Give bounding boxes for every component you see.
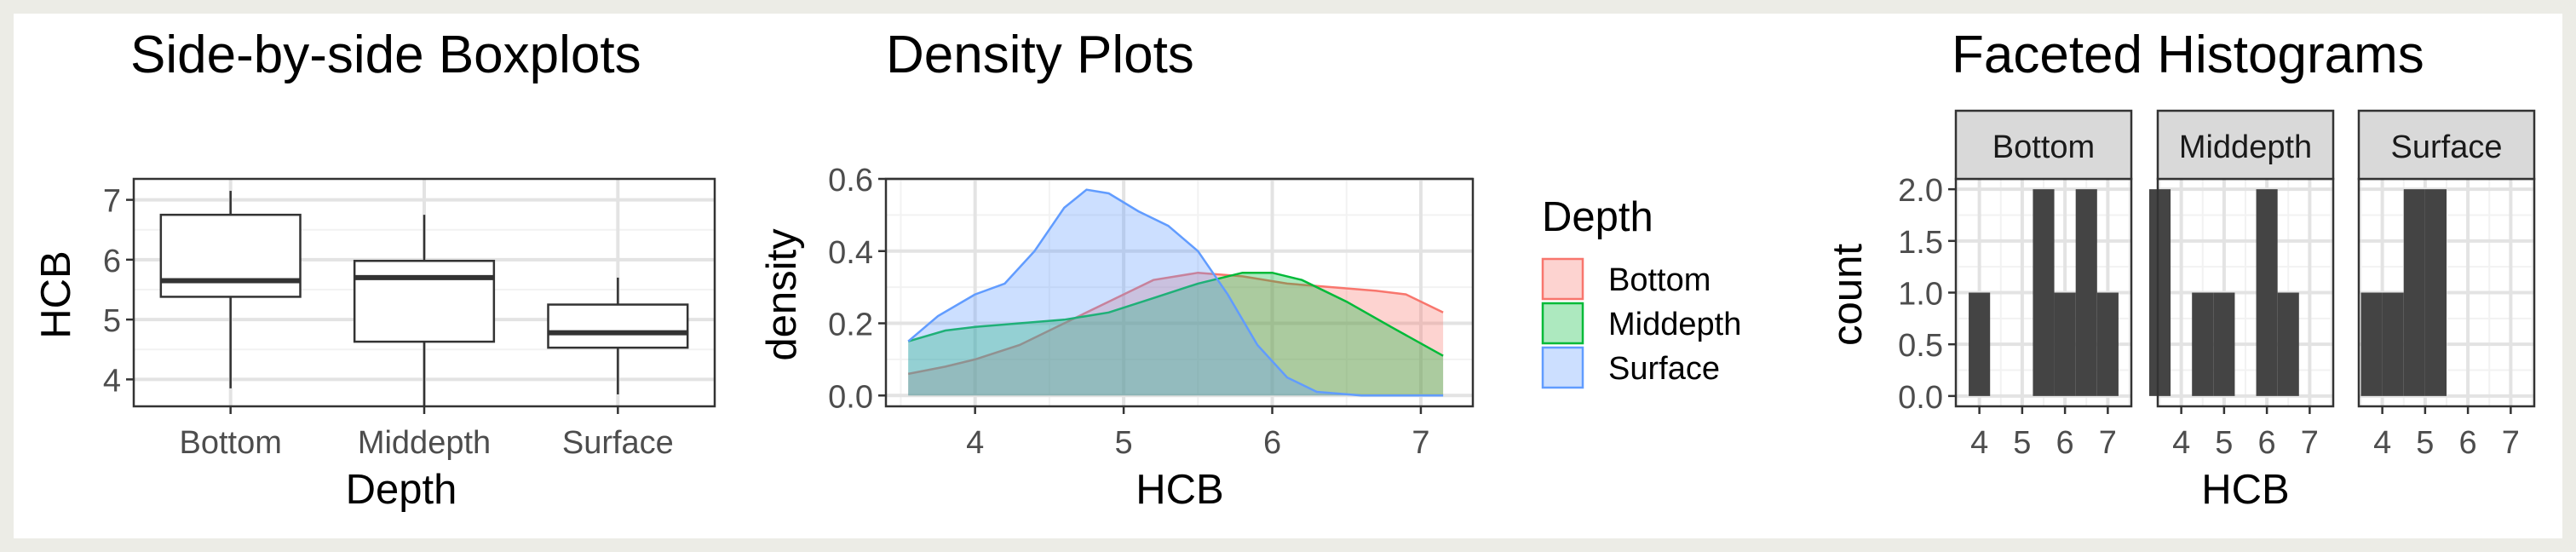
density-title: Density Plots <box>886 26 1194 84</box>
density-legend-key <box>1541 257 1584 301</box>
histogram-y-axis-label: count <box>1825 244 1871 346</box>
density-legend-item-bottom: Bottom <box>1541 257 1711 301</box>
histogram-bar <box>2277 292 2299 396</box>
histogram-bar <box>2360 292 2383 396</box>
histogram-strip-label: Bottom <box>1992 129 2095 165</box>
boxplot-x-tick-label: Bottom <box>179 425 281 461</box>
density-area-bottom <box>908 273 1444 396</box>
histogram-y-tick-label: 2.0 <box>1898 173 1943 209</box>
density-x-tick-label: 5 <box>1115 425 1133 461</box>
histogram-strip-label: Middepth <box>2179 129 2312 165</box>
boxplot-title: Side-by-side Boxplots <box>130 26 641 84</box>
boxplot-x-tick-label: Surface <box>562 425 674 461</box>
histogram-bar <box>2256 189 2278 396</box>
histogram-strip <box>2156 109 2335 181</box>
density-legend-label: Bottom <box>1608 262 1711 298</box>
histogram-y-tick-label: 0.0 <box>1898 380 1943 416</box>
boxplot-box-bottom <box>159 191 302 388</box>
density-legend-label: Surface <box>1608 351 1720 387</box>
histogram-bar <box>2192 292 2214 396</box>
histogram-facet-middepth: Middepth 4 5 6 7 <box>2148 109 2335 461</box>
histogram-x-axis-label: HCB <box>2201 467 2289 513</box>
density-y-tick-label: 0.4 <box>828 235 873 271</box>
boxplot-box-middepth <box>353 215 496 406</box>
boxplot-iqr-rect <box>159 213 302 298</box>
histogram-bar <box>2148 189 2171 396</box>
boxplot-chart: 4 5 6 7 Bottom Middepth Surface <box>103 177 716 461</box>
histogram-strip-label: Surface <box>2391 129 2503 165</box>
density-legend-item-surface: Surface <box>1541 346 1720 389</box>
boxplot-box-surface <box>547 277 689 394</box>
density-line-bottom <box>907 271 1444 376</box>
boxplot-x-tick-label: Middepth <box>358 425 491 461</box>
histogram-x-tick-label: 6 <box>2459 425 2477 461</box>
panel-border <box>884 177 1475 408</box>
histogram-bar <box>2424 189 2447 396</box>
density-line-middepth <box>907 271 1444 357</box>
histogram-y-tick-label: 1.0 <box>1898 277 1943 313</box>
density-legend-key <box>1541 346 1584 389</box>
histogram-bar <box>2033 189 2055 396</box>
histogram-strip <box>2357 109 2536 181</box>
boxplot-y-tick-label: 7 <box>103 184 121 220</box>
density-x-axis-label: HCB <box>1136 467 1223 513</box>
histogram-bar <box>2403 189 2425 396</box>
histogram-x-tick-label: 5 <box>2416 425 2434 461</box>
density-y-tick-label: 0.2 <box>828 308 873 343</box>
density-chart: 0.0 0.2 0.4 0.6 4 5 6 7 Bottom Middepth Surface <box>828 163 1741 461</box>
density-x-tick-label: 6 <box>1263 425 1281 461</box>
boxplot-y-axis-label: HCB <box>33 250 79 338</box>
histogram-facet-bottom: Bottom 4 5 6 7 0.0 0.5 1.0 1.5 2.0 <box>1898 109 2133 461</box>
boxplot-y-tick-label: 5 <box>103 303 121 339</box>
boxplot-y-tick-label: 4 <box>103 363 121 399</box>
histogram-bar <box>2382 292 2404 396</box>
histogram-facet-surface: Surface 4 5 6 7 <box>2357 109 2536 461</box>
histogram-x-tick-label: 4 <box>2172 425 2190 461</box>
density-panel <box>886 179 1473 406</box>
boxplot-y-tick-label: 6 <box>103 244 121 279</box>
density-legend-title: Depth <box>1542 194 1653 240</box>
histogram-x-tick-label: 4 <box>1970 425 1988 461</box>
density-legend-key <box>1541 302 1584 345</box>
density-y-tick-label: 0.0 <box>828 379 873 415</box>
histogram-x-tick-label: 7 <box>2502 425 2520 461</box>
histogram-bar <box>1969 292 1991 396</box>
density-x-tick-label: 4 <box>966 425 984 461</box>
histogram-x-tick-label: 6 <box>2258 425 2276 461</box>
density-x-tick-label: 7 <box>1412 425 1429 461</box>
density-y-axis-label: density <box>759 228 805 361</box>
histogram-x-tick-label: 5 <box>2215 425 2233 461</box>
histogram-bar <box>2096 292 2119 396</box>
density-legend-item-middepth: Middepth <box>1541 302 1741 345</box>
density-legend-label: Middepth <box>1608 307 1741 342</box>
histogram-bar <box>2213 292 2235 396</box>
histogram-x-tick-label: 4 <box>2373 425 2391 461</box>
histogram-x-tick-label: 5 <box>2013 425 2031 461</box>
histogram-title: Faceted Histograms <box>1952 26 2424 84</box>
histogram-x-tick-label: 7 <box>2301 425 2319 461</box>
boxplot-iqr-rect <box>353 260 496 343</box>
histogram-bar <box>2075 189 2097 396</box>
histogram-y-tick-label: 0.5 <box>1898 328 1943 364</box>
histogram-y-tick-label: 1.5 <box>1898 225 1943 261</box>
histogram-x-tick-label: 7 <box>2099 425 2117 461</box>
histogram-bar <box>2054 292 2076 396</box>
density-area-middepth <box>908 273 1444 396</box>
boxplot-iqr-rect <box>547 303 689 349</box>
histogram-x-tick-label: 6 <box>2056 425 2074 461</box>
histogram-strip <box>1954 109 2133 181</box>
boxplot-x-axis-label: Depth <box>346 467 457 513</box>
density-y-tick-label: 0.6 <box>828 163 873 198</box>
density-line-surface <box>907 188 1444 397</box>
